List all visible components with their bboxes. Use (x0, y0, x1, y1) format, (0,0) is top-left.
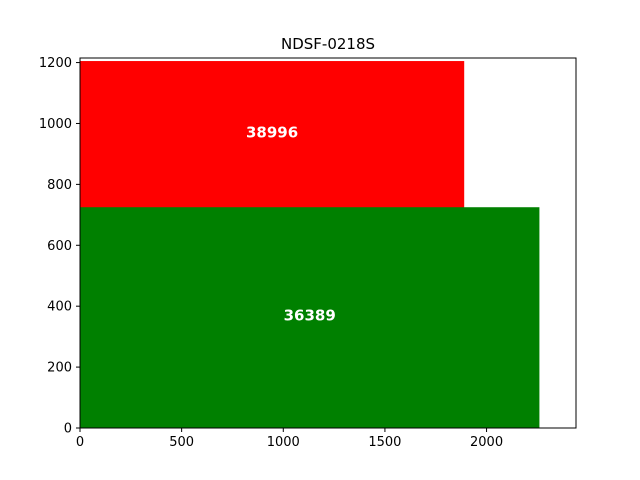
x-tick-label-1: 500 (169, 435, 194, 450)
bar-1 (80, 207, 540, 428)
y-tick-label-2: 400 (47, 300, 72, 315)
y-tick-label-1: 200 (47, 361, 72, 376)
y-tick-label-6: 1200 (39, 56, 72, 71)
bar-0 (80, 61, 465, 209)
x-tick-label-0: 0 (76, 435, 84, 450)
bar-label-0: 38996 (246, 124, 298, 142)
chart-title: NDSF-0218S (281, 35, 375, 53)
x-tick-label-3: 1500 (368, 435, 401, 450)
bars-layer (80, 61, 540, 428)
x-tick-label-4: 2000 (470, 435, 503, 450)
bar-label-1: 36389 (284, 306, 336, 324)
plot-frame (79, 57, 577, 429)
x-tick-label-2: 1000 (267, 435, 300, 450)
y-tick-label-0: 0 (64, 422, 72, 437)
y-tick-label-5: 1000 (39, 117, 72, 132)
y-tick-label-4: 800 (47, 178, 72, 193)
axes-layer: 0 500 1000 1500 2000 0 200 400 600 800 1000 1200 (39, 56, 577, 450)
y-tick-label-3: 600 (47, 239, 72, 254)
bar-labels-layer: 38996 36389 (246, 124, 336, 325)
